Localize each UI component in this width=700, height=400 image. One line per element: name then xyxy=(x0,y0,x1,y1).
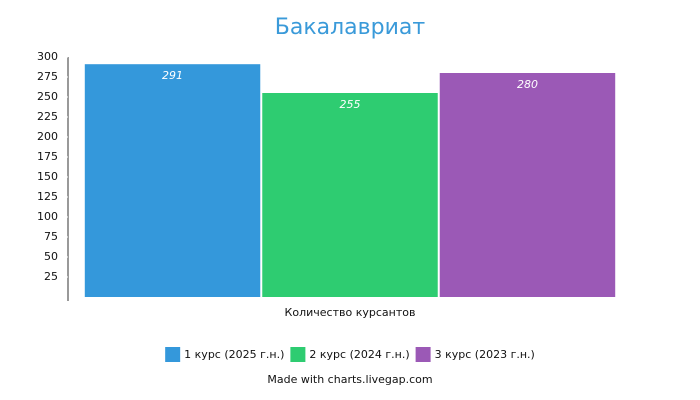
bar xyxy=(439,73,616,297)
x-tick-label: Количество курсантов xyxy=(285,306,416,319)
y-tick-label: 50 xyxy=(44,250,58,263)
legend-label: 2 курс (2024 г.н.) xyxy=(309,348,409,361)
y-tick-label: 275 xyxy=(37,70,58,83)
legend-label: 1 курс (2025 г.н.) xyxy=(184,348,284,361)
bar xyxy=(262,93,438,297)
y-tick-label: 150 xyxy=(37,170,58,183)
y-tick-label: 175 xyxy=(37,150,58,163)
value-label: 255 xyxy=(340,98,361,111)
y-tick-label: 200 xyxy=(37,130,58,143)
credit: Made with charts.livegap.com xyxy=(267,373,432,386)
y-tick-label: 25 xyxy=(44,270,58,283)
y-tick-label: 125 xyxy=(37,190,58,203)
y-tick-label: 300 xyxy=(37,50,58,63)
value-label: 291 xyxy=(162,69,183,82)
y-tick-label: 225 xyxy=(37,110,58,123)
value-label: 280 xyxy=(517,78,538,91)
legend-swatch xyxy=(415,347,431,362)
bar xyxy=(84,64,261,297)
legend-label: 3 курс (2023 г.н.) xyxy=(435,348,535,361)
y-tick-label: 75 xyxy=(44,230,58,243)
y-tick-label: 250 xyxy=(37,90,58,103)
legend-swatch xyxy=(290,347,306,362)
legend-swatch xyxy=(165,347,181,362)
chart-title: Бакалавриат xyxy=(275,15,426,40)
y-tick-label: 100 xyxy=(37,210,58,223)
